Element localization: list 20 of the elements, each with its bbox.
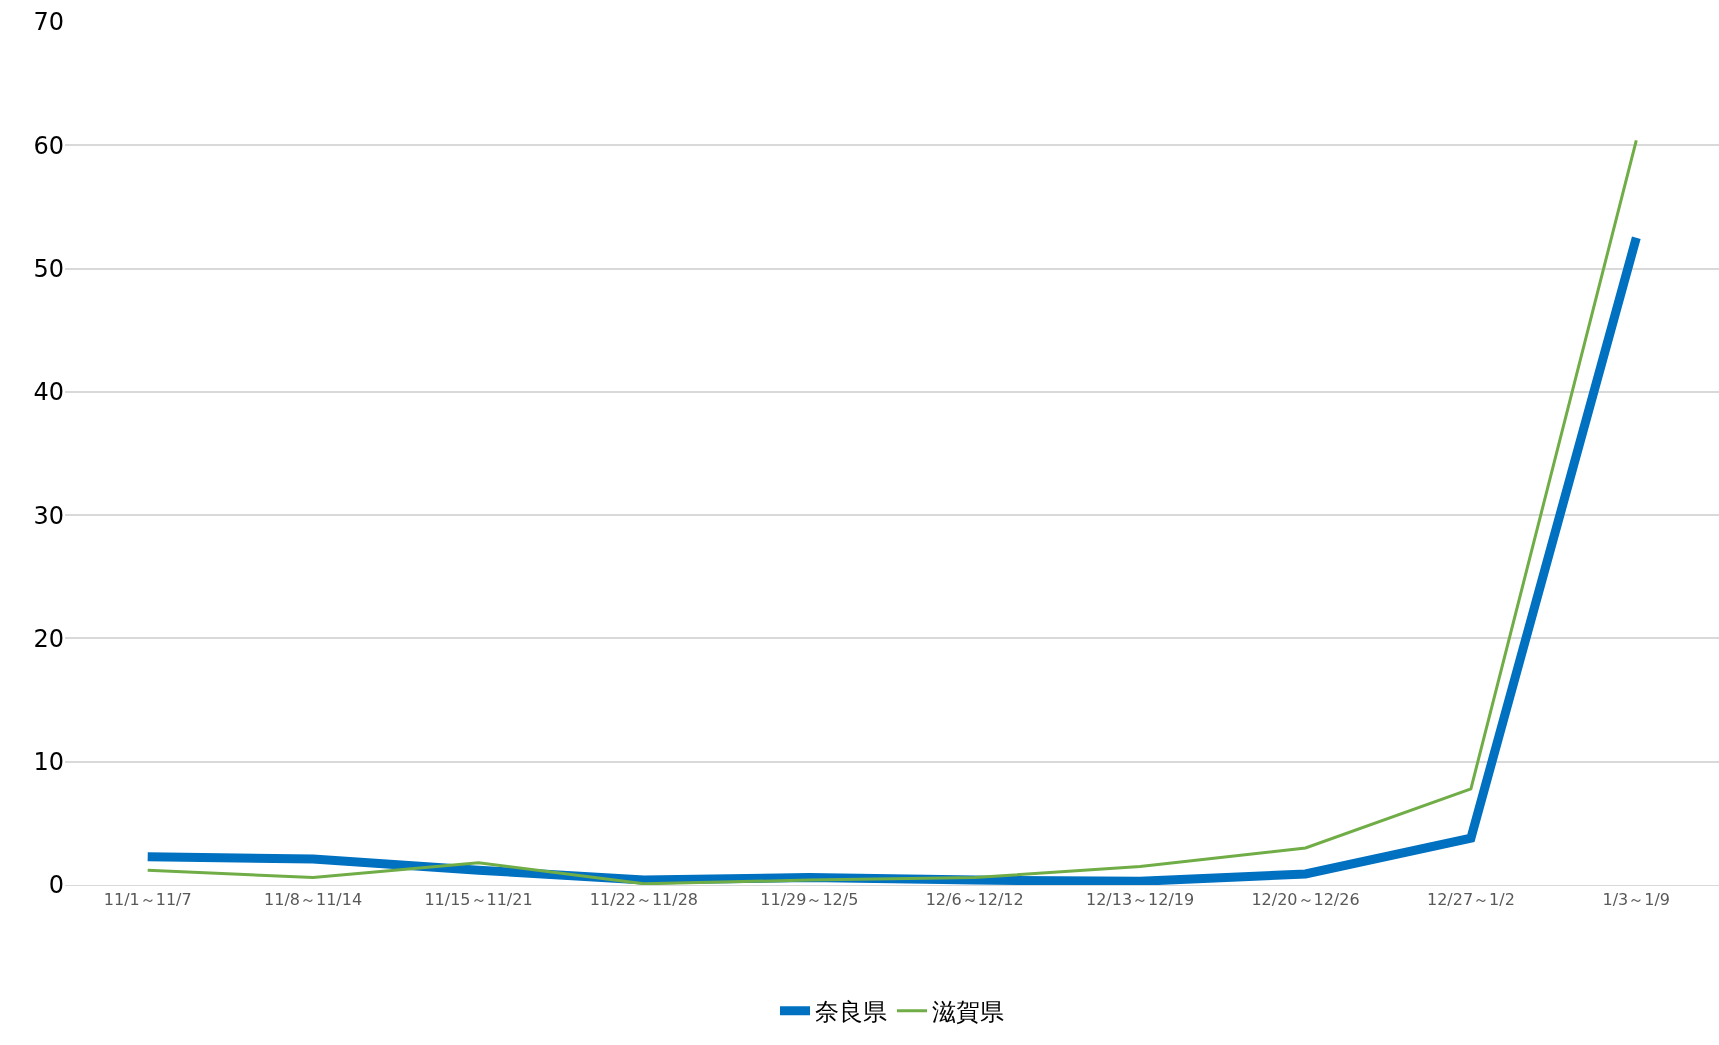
y-tick-label: 30 [33, 501, 64, 530]
x-tick-label: 12/27～1/2 [1426, 890, 1515, 910]
y-tick-label: 50 [33, 254, 64, 283]
x-tick-label: 11/1～11/7 [103, 890, 192, 910]
x-tick-label: 11/8～11/14 [264, 890, 363, 910]
x-tick-label: 11/22～11/28 [589, 890, 699, 910]
x-tick-label: 12/20～12/26 [1251, 890, 1360, 910]
y-tick-label: 60 [33, 131, 64, 160]
x-tick-label: 11/15～11/21 [424, 890, 533, 910]
y-tick-label: 40 [33, 378, 64, 407]
y-tick-label: 0 [48, 871, 64, 900]
legend-label: 滋賀県 [932, 998, 1004, 1027]
x-tick-label: 12/6～12/12 [925, 890, 1024, 910]
legend-label: 奈良県 [815, 998, 887, 1027]
x-tick-label: 1/3～1/9 [1602, 890, 1671, 910]
x-tick-label: 11/29～12/5 [760, 890, 859, 910]
x-tick-label: 12/13～12/19 [1085, 890, 1195, 910]
y-tick-label: 70 [33, 8, 64, 37]
y-tick-label: 20 [33, 624, 64, 653]
y-tick-label: 10 [33, 748, 64, 777]
